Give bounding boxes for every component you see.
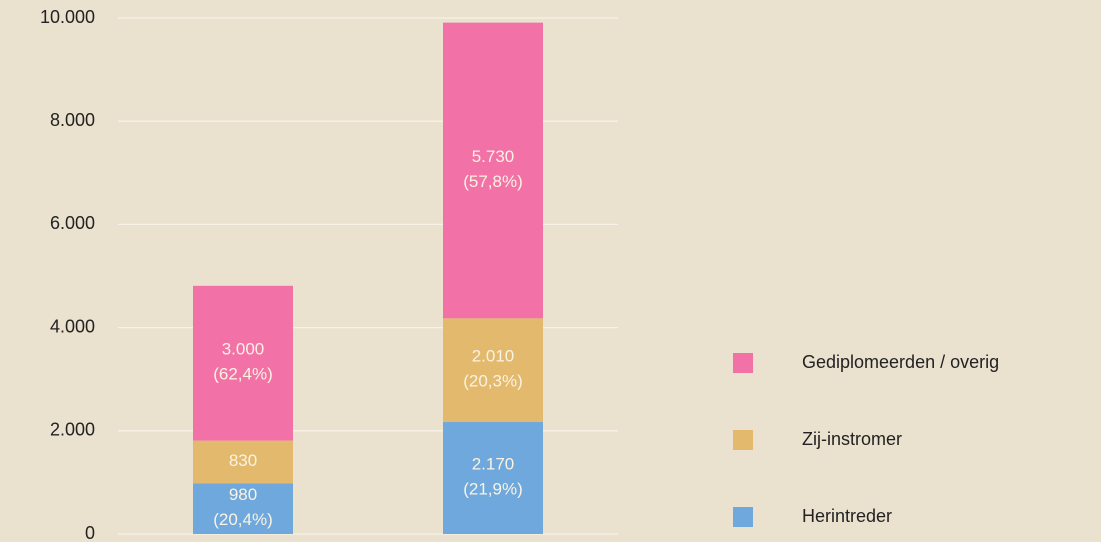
value-label-line: (21,9%) [463, 480, 523, 499]
bar-segment [443, 422, 543, 534]
value-label-line: 980 [229, 486, 257, 505]
value-label: 2.170 (21,9%) [463, 455, 523, 499]
bar-segment [443, 318, 543, 423]
value-label-line: 2.170 [472, 455, 515, 474]
bar-segment [193, 285, 293, 441]
y-tick-label: 2.000 [50, 420, 95, 440]
value-label-line: 3.000 [222, 340, 265, 359]
bar-segment [193, 440, 293, 484]
value-label: 5.730 (57,8%) [463, 147, 523, 191]
legend-swatch [733, 430, 753, 450]
legend-label: Zij-instromer [802, 429, 902, 449]
y-tick-label: 8.000 [50, 110, 95, 130]
y-tick-label: 6.000 [50, 213, 95, 233]
y-tick-label: 0 [85, 523, 95, 542]
value-label-line: 2.010 [472, 347, 515, 366]
value-label: 980 (20,4%) [213, 486, 273, 530]
value-label-line: (20,4%) [213, 511, 273, 530]
legend-label: Herintreder [802, 506, 892, 526]
value-label-line: 830 [229, 452, 257, 471]
legend-swatch [733, 353, 753, 373]
bar-segment [193, 483, 293, 534]
legend-label: Gediplomeerden / overig [802, 352, 999, 372]
value-label-line: (62,4%) [213, 365, 273, 384]
value-label-line: 5.730 [472, 147, 515, 166]
y-tick-label: 4.000 [50, 316, 95, 336]
value-label-line: (57,8%) [463, 172, 523, 191]
bar-segment [443, 22, 543, 319]
value-label: 2.010 (20,3%) [463, 347, 523, 391]
value-label: 3.000 (62,4%) [213, 340, 273, 384]
value-label-line: (20,3%) [463, 372, 523, 391]
value-label: 830 [229, 452, 257, 471]
legend-swatch [733, 507, 753, 527]
y-tick-label: 10.000 [40, 7, 95, 27]
